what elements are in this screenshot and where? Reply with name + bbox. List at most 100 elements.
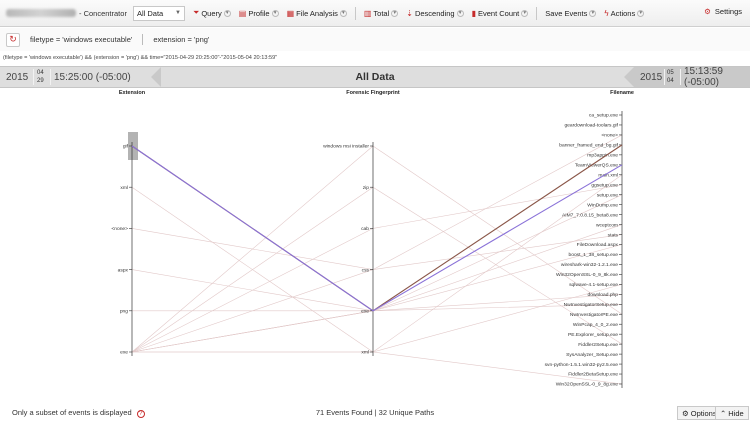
tick-label: FileDownload.aspx xyxy=(577,242,619,248)
axis-title: Filename xyxy=(610,90,634,96)
toolbar-divider xyxy=(354,6,356,20)
actions-label: Actions xyxy=(610,8,636,18)
axis-title: Forensic Fingerprint xyxy=(346,90,400,96)
brush-selection xyxy=(128,132,138,160)
time-divider xyxy=(664,69,665,85)
start-date: 04 29 xyxy=(37,69,44,85)
footer-bar: Only a subset of events is displayed ? 7… xyxy=(0,400,750,427)
main-toolbar: - Concentrator All Data ▼ ⏷ Query ▾ ▤ Pr… xyxy=(0,0,750,27)
tick-label: zip xyxy=(363,185,370,191)
tick-label: mp3appin.exe xyxy=(587,153,618,159)
end-date: 05 04 xyxy=(667,69,674,85)
profile-button[interactable]: ▤ Profile ▾ xyxy=(239,9,279,18)
tick-label: windows msi installer xyxy=(323,144,369,150)
end-year: 2015 xyxy=(640,71,663,83)
chevron-down-icon: ▼ xyxy=(174,10,181,16)
tick-label: svn-python-1.5.1.win32-py2.5.exe xyxy=(545,362,619,368)
tick-label: sqlwave-4.1-setup.exe xyxy=(569,282,618,288)
redacted-service-name xyxy=(6,9,76,17)
tick-label: aspx xyxy=(118,268,129,273)
descending-label: Descending xyxy=(414,8,455,18)
options-button[interactable]: ⚙ Options xyxy=(677,406,722,420)
chevron-down-icon: ▾ xyxy=(271,9,279,17)
profile-icon: ▤ xyxy=(238,8,247,18)
sort-descending-icon: ⇣ xyxy=(406,8,413,18)
concentrator-label: - Concentrator xyxy=(79,8,127,18)
save-events-button[interactable]: Save Events ▾ xyxy=(545,9,597,18)
tick-label: NwInvestigatorSetup.exe xyxy=(564,302,619,308)
chevron-down-icon: ▾ xyxy=(391,9,399,17)
file-analysis-button[interactable]: ▦ File Analysis ▾ xyxy=(287,9,347,18)
tick-label: xml xyxy=(120,185,128,191)
file-analysis-icon: ▦ xyxy=(286,8,295,18)
start-arrow-icon xyxy=(151,67,161,87)
tick-label: ggsetup.exe xyxy=(591,182,618,188)
tick-label: stats xyxy=(608,232,619,238)
tick-label: setup.exe xyxy=(597,192,618,198)
total-button[interactable]: ▥ Total ▾ xyxy=(363,8,399,18)
event-count-button[interactable]: ▮ Event Count ▾ xyxy=(472,9,529,18)
chevron-down-icon: ▾ xyxy=(339,9,347,17)
time-divider xyxy=(680,69,681,85)
faint-path xyxy=(131,134,623,270)
tick-label: banner_framed_end_bg.gif xyxy=(559,143,618,149)
tick-label: cab xyxy=(361,226,369,232)
subset-notice-text: Only a subset of events is displayed xyxy=(12,408,132,417)
tick-label: Fiddler2BetaSetup.exe xyxy=(568,372,618,378)
faint-path xyxy=(131,174,623,353)
tick-label: wireshark-win32-1.2.1.exe xyxy=(561,262,618,268)
axis-title: Extension xyxy=(119,90,146,96)
tick-label: Win32OpenSSL-0_9_8g.exe xyxy=(556,382,619,388)
tick-label: TeamViewerQS.exe xyxy=(575,163,618,169)
time-range-bar: 2015 04 29 15:25:00 (-05:00) 2015 05 04 … xyxy=(0,66,750,88)
parallel-coordinates-chart[interactable]: Extension gif xml <none> aspx png exe Forensic … xyxy=(0,88,750,400)
faint-path xyxy=(131,294,623,353)
event-stats: 71 Events Found | 32 Unique Paths xyxy=(315,408,435,417)
chevron-down-icon: ▾ xyxy=(589,9,597,17)
filter-bar: ↻ filetype = 'windows executable' extens… xyxy=(0,28,750,51)
query-button[interactable]: ⏷ Query ▾ xyxy=(193,8,231,18)
tick-label: AIM7_7.0.8.15_beta8.exe xyxy=(562,212,618,218)
faint-path xyxy=(131,145,623,353)
gear-icon: ⚙ xyxy=(682,408,689,418)
end-time[interactable]: 15:13:59 (-05:00) xyxy=(684,66,723,88)
total-icon: ▥ xyxy=(363,8,372,18)
faint-path xyxy=(131,234,623,353)
filter-divider xyxy=(142,34,144,45)
chevron-up-icon: ⌃ xyxy=(720,408,727,418)
faint-path xyxy=(131,186,623,353)
tick-label: Fiddler2Setup.exe xyxy=(578,342,618,348)
tick-label: gif xyxy=(123,144,129,150)
tick-label: NwInvestigatorPE.exe xyxy=(570,312,618,318)
help-icon[interactable]: ? xyxy=(136,410,145,418)
actions-button[interactable]: ϟ Actions ▾ xyxy=(604,8,645,18)
toolbar-divider xyxy=(536,6,538,20)
reset-filters-button[interactable]: ↻ xyxy=(6,32,20,47)
tick-label: Win32OpenSSL-0_9_8k.exe xyxy=(556,272,618,278)
chevron-down-icon: ▾ xyxy=(521,9,529,17)
tick-label: boost_1_38_setup.exe xyxy=(569,252,619,258)
descending-button[interactable]: ⇣ Descending ▾ xyxy=(406,8,464,18)
tick-label: wceptcom xyxy=(596,222,618,228)
options-label: Options xyxy=(690,408,717,418)
tick-label: main.xml xyxy=(598,172,618,178)
tick-label: geardownload-toolars.gif xyxy=(564,123,618,129)
start-time[interactable]: 15:25:00 (-05:00) xyxy=(54,71,131,83)
settings-button[interactable]: ⚙ Settings xyxy=(704,7,742,16)
chevron-down-icon: ▾ xyxy=(223,9,231,17)
filter-chip-filetype[interactable]: filetype = 'windows executable' xyxy=(30,35,133,44)
query-label: Query xyxy=(201,8,222,18)
highlight-path xyxy=(131,145,623,312)
dataset-select[interactable]: All Data ▼ xyxy=(132,5,185,21)
faint-path xyxy=(132,284,623,353)
faint-path xyxy=(131,303,623,353)
tick-label: SysAnalyzer_Setup.exe xyxy=(566,352,618,358)
dataset-select-value: All Data xyxy=(136,8,164,18)
start-year: 2015 xyxy=(6,71,29,83)
settings-label: Settings xyxy=(714,7,742,16)
hide-button[interactable]: ⌃ Hide xyxy=(715,406,749,420)
query-string: (filetype = 'windows executable') && (ex… xyxy=(3,55,278,61)
end-month: 05 xyxy=(667,70,674,76)
filter-chip-extension[interactable]: extension = 'png' xyxy=(153,35,210,44)
